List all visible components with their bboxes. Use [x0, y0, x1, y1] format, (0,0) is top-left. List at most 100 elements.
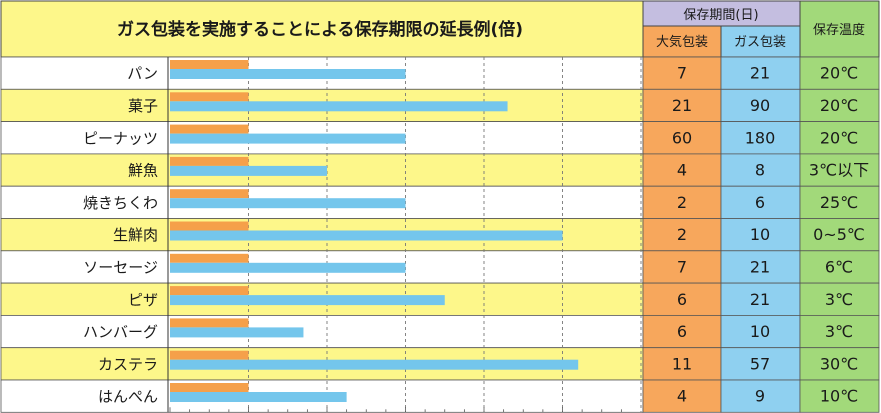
gas-bar: [170, 392, 347, 402]
gas-bar: [170, 101, 508, 112]
temp-value: 3℃: [825, 290, 853, 309]
gas-bar: [170, 133, 406, 144]
gas-cell: [720, 153, 801, 187]
gas-cell: [720, 121, 801, 155]
gas-cell: [720, 88, 801, 123]
temp-cell: [799, 379, 880, 413]
category-label: パン: [127, 65, 158, 83]
temp-cell: [799, 250, 880, 284]
gas-bar: [170, 165, 327, 176]
gas-days: 10: [750, 225, 770, 244]
air-cell: [642, 379, 722, 413]
temp-value: 20℃: [820, 96, 858, 115]
temp-cell: [799, 347, 880, 381]
row-bg: [0, 121, 644, 155]
temp-value: 10℃: [820, 387, 858, 406]
air-header: 大気包装: [656, 34, 708, 50]
air-days: 6: [677, 322, 687, 341]
air-days: 4: [677, 387, 687, 406]
category-label: ハンバーグ: [83, 323, 158, 341]
temp-value: 0~5℃: [813, 225, 865, 244]
temp-value: 3℃: [825, 322, 853, 341]
gas-bar: [170, 262, 406, 273]
gas-days: 8: [755, 161, 765, 180]
temp-value: 6℃: [825, 257, 853, 276]
temp-value: 20℃: [820, 64, 858, 83]
air-days: 7: [677, 64, 687, 83]
air-days: 2: [677, 193, 687, 212]
air-days: 7: [677, 257, 687, 276]
category-label: はんぺん: [98, 388, 158, 406]
air-cell: [642, 153, 722, 187]
temp-value: 20℃: [820, 128, 858, 147]
air-cell: [642, 347, 722, 381]
category-label: 鮮魚: [128, 162, 158, 180]
air-bar: [170, 253, 249, 263]
air-bar: [170, 124, 249, 134]
gas-bar: [170, 69, 406, 79]
gas-days: 180: [745, 128, 776, 147]
category-label: ピーナッツ: [83, 129, 158, 147]
group-header: 保存期間(日): [683, 8, 758, 23]
air-cell: [642, 218, 722, 252]
gas-days: 90: [750, 96, 770, 115]
air-cell: [642, 250, 722, 284]
temp-cell: [799, 185, 880, 219]
category-label: 生鮮肉: [113, 226, 158, 244]
gas-days: 10: [750, 322, 770, 341]
gas-days: 9: [755, 387, 765, 406]
temp-cell: [799, 218, 880, 252]
category-label: 菓子: [128, 97, 158, 115]
air-bar: [170, 221, 249, 231]
air-days: 6: [677, 290, 687, 309]
temp-header: 保存温度: [813, 22, 865, 38]
gas-bar: [170, 230, 563, 241]
air-bar: [170, 286, 249, 296]
gas-cell: [720, 218, 801, 252]
gas-bar: [170, 327, 304, 338]
row-bg: [0, 314, 644, 349]
temp-cell: [799, 282, 880, 316]
air-bar: [170, 156, 249, 166]
air-cell: [642, 314, 722, 349]
air-days: 60: [672, 128, 692, 147]
air-bar: [170, 189, 249, 199]
gas-header: ガス包装: [734, 35, 786, 50]
category-label: 焼きちくわ: [83, 194, 158, 212]
gas-days: 6: [755, 193, 765, 212]
group-header-bg: [642, 0, 801, 27]
gas-bar: [170, 359, 579, 370]
temp-cell: [799, 121, 880, 155]
title-bg: [0, 0, 644, 58]
row-bg: [0, 185, 644, 219]
temp-cell: [799, 153, 880, 187]
gas-bar: [170, 198, 406, 209]
category-label: ソーセージ: [83, 258, 158, 276]
gas-days: 57: [750, 354, 770, 373]
gas-days: 21: [750, 290, 770, 309]
gas-days: 21: [750, 64, 770, 83]
air-days: 2: [677, 225, 687, 244]
category-label: カステラ: [98, 355, 158, 373]
gas-cell: [720, 56, 801, 90]
air-days: 11: [672, 354, 692, 373]
gas-bar: [170, 295, 445, 306]
temp-value: 25℃: [820, 193, 858, 212]
air-bar: [170, 350, 249, 360]
gas-cell: [720, 282, 801, 316]
air-days: 4: [677, 161, 687, 180]
gas-days: 21: [750, 257, 770, 276]
air-bar: [170, 60, 249, 69]
temp-value: 30℃: [820, 354, 858, 373]
air-cell: [642, 185, 722, 219]
temp-value: 3℃以下: [809, 161, 869, 180]
gas-cell: [720, 314, 801, 349]
air-days: 21: [672, 96, 692, 115]
air-bar: [170, 92, 249, 102]
chart-title: ガス包装を実施することによる保存期限の延長例(倍): [117, 19, 523, 40]
air-bar: [170, 383, 249, 392]
air-bar: [170, 318, 249, 328]
category-label: ピザ: [128, 291, 158, 309]
gas-cell: [720, 379, 801, 413]
